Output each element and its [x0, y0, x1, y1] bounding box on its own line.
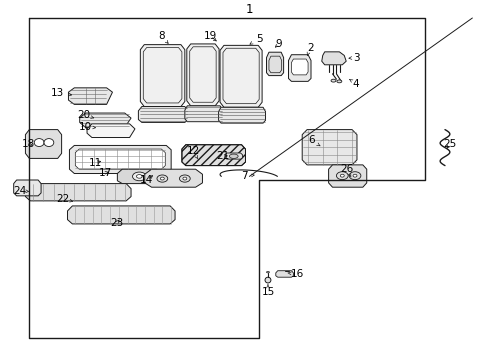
Polygon shape — [25, 130, 61, 158]
Polygon shape — [224, 153, 242, 159]
Polygon shape — [266, 52, 283, 76]
Polygon shape — [302, 130, 356, 165]
Polygon shape — [291, 59, 307, 75]
Ellipse shape — [34, 139, 44, 147]
Ellipse shape — [348, 172, 360, 180]
Text: 23: 23 — [109, 218, 123, 228]
Text: 17: 17 — [98, 168, 112, 178]
Ellipse shape — [179, 175, 190, 182]
Polygon shape — [68, 88, 112, 104]
Text: 5: 5 — [249, 33, 262, 44]
Text: 18: 18 — [21, 139, 35, 149]
Ellipse shape — [336, 172, 347, 180]
Text: 19: 19 — [203, 31, 217, 41]
Text: 1: 1 — [245, 3, 253, 15]
Text: 11: 11 — [88, 158, 102, 168]
Ellipse shape — [336, 80, 341, 83]
Text: 16: 16 — [287, 269, 304, 279]
Text: 7: 7 — [241, 171, 254, 181]
Polygon shape — [75, 149, 165, 169]
Polygon shape — [140, 45, 184, 107]
Text: 6: 6 — [307, 135, 319, 146]
Text: 26: 26 — [340, 164, 353, 177]
Polygon shape — [80, 113, 131, 127]
Polygon shape — [14, 180, 41, 196]
Text: 25: 25 — [442, 139, 456, 149]
Text: 20: 20 — [78, 110, 94, 120]
Polygon shape — [69, 145, 171, 174]
Ellipse shape — [136, 175, 142, 178]
Polygon shape — [220, 45, 262, 107]
Text: 22: 22 — [56, 194, 72, 204]
Text: 24: 24 — [13, 186, 29, 196]
Polygon shape — [186, 44, 219, 106]
Ellipse shape — [266, 271, 269, 273]
Ellipse shape — [157, 175, 167, 182]
Ellipse shape — [44, 139, 54, 147]
Polygon shape — [138, 107, 188, 122]
Text: 8: 8 — [158, 31, 168, 43]
Text: 21: 21 — [215, 151, 229, 161]
Ellipse shape — [229, 154, 238, 158]
Text: 9: 9 — [275, 39, 282, 49]
Ellipse shape — [183, 177, 186, 180]
Ellipse shape — [132, 172, 146, 181]
Ellipse shape — [160, 177, 164, 180]
Text: 10: 10 — [79, 122, 95, 132]
Polygon shape — [67, 206, 175, 224]
Polygon shape — [144, 169, 202, 187]
Ellipse shape — [330, 79, 335, 82]
Polygon shape — [25, 184, 131, 201]
Polygon shape — [275, 271, 293, 277]
Polygon shape — [87, 124, 135, 138]
Polygon shape — [288, 55, 310, 81]
Text: 2: 2 — [306, 42, 313, 55]
Polygon shape — [218, 107, 265, 123]
Ellipse shape — [340, 174, 344, 177]
Polygon shape — [117, 169, 161, 184]
Ellipse shape — [264, 277, 270, 283]
Text: 12: 12 — [186, 146, 200, 159]
Polygon shape — [184, 106, 222, 122]
Text: 4: 4 — [349, 78, 359, 89]
Polygon shape — [182, 145, 245, 166]
Text: 15: 15 — [261, 284, 274, 297]
Polygon shape — [328, 165, 366, 187]
Ellipse shape — [352, 174, 356, 177]
Text: 13: 13 — [51, 88, 71, 98]
Text: 3: 3 — [348, 53, 359, 63]
Polygon shape — [321, 52, 346, 65]
Text: 14: 14 — [140, 175, 153, 185]
